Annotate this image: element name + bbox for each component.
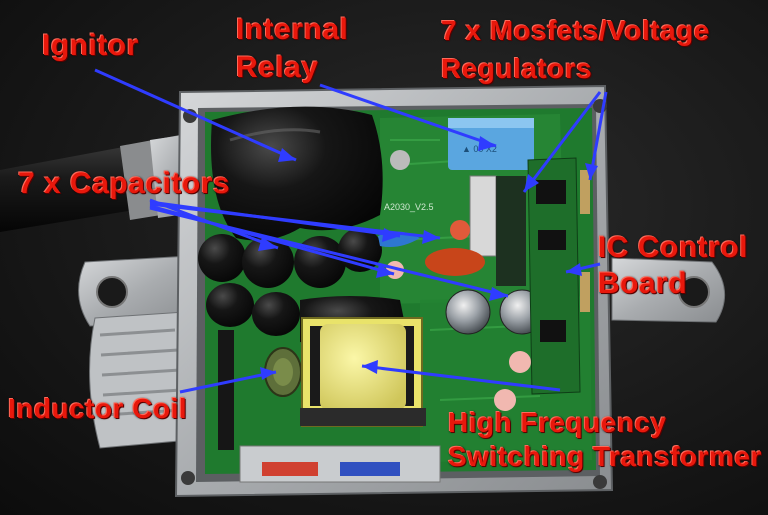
mounting-tab-left	[78, 255, 197, 327]
label-internal-relay-1: Internal	[236, 13, 349, 46]
label-ic-board-1: IC Control	[598, 231, 748, 264]
board-marking: A2030_V2.5	[384, 202, 434, 212]
label-ic-board-2: Board	[598, 267, 688, 300]
label-ignitor: Ignitor	[42, 29, 139, 62]
arrow-ignitor	[94, 68, 297, 162]
arrow-capacitor-5	[149, 206, 509, 298]
label-capacitors: 7 x Capacitors	[18, 167, 231, 200]
label-inductor-coil: Inductor Coil	[8, 393, 188, 424]
bottom-slot	[218, 330, 441, 483]
arrowhead-ignitor	[278, 148, 296, 162]
mounting-tab-right	[611, 257, 726, 323]
arrow-mosfet-1	[522, 91, 602, 193]
arrowhead-capacitor-3	[422, 230, 440, 244]
small-components: A2030_V2.5	[378, 150, 531, 411]
label-mosfets-2: Regulators	[441, 53, 593, 84]
arrowhead-relay	[478, 136, 496, 151]
label-transformer-2: Switching Transformer	[448, 441, 762, 472]
arrowhead-mosfet-2	[585, 163, 598, 180]
arrow-inductor	[179, 370, 277, 394]
arrowhead-mosfet-1	[524, 174, 539, 192]
output-connector	[89, 311, 191, 449]
arrowhead-capacitor-5	[489, 287, 508, 301]
label-mosfets-1: 7 x Mosfets/Voltage	[441, 15, 710, 46]
callout-arrows	[94, 68, 608, 394]
arrowhead-capacitor-1	[258, 237, 278, 251]
arrowhead-transformer	[362, 360, 378, 374]
arrow-relay	[319, 83, 497, 148]
ic-control-board	[527, 157, 590, 395]
label-internal-relay-2: Relay	[236, 51, 319, 84]
arrowhead-inductor	[260, 367, 276, 380]
arrow-capacitor-3	[149, 202, 441, 240]
label-transformer-1: High Frequency	[448, 407, 667, 438]
arrowhead-ic-board	[566, 263, 582, 276]
arrowhead-capacitor-4	[376, 264, 394, 278]
arrow-transformer	[361, 364, 561, 392]
